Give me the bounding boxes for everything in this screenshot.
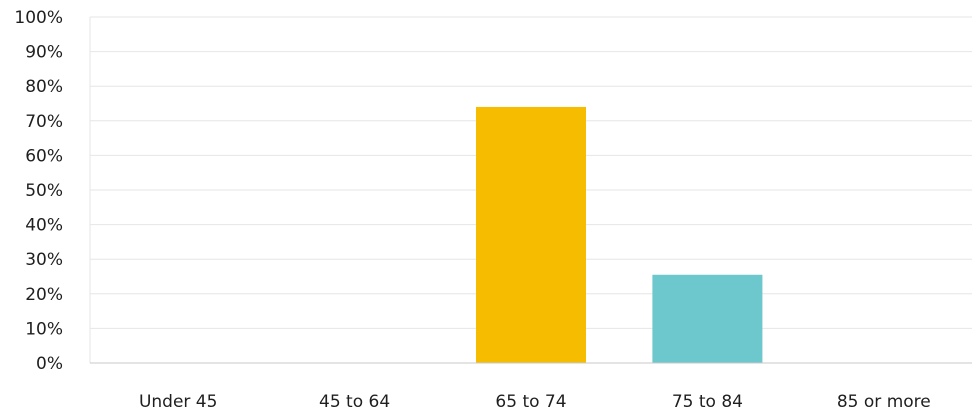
bar-65-to-74 [476,106,586,364]
y-tick-label: 70% [25,112,63,132]
bar-75-to-84 [652,274,763,363]
x-tick-label: 75 to 84 [672,392,743,412]
y-tick-label: 30% [25,250,63,270]
x-axis: Under 45 45 to 64 65 to 74 75 to 84 85 or mo… [139,392,931,412]
x-tick-label: 45 to 64 [319,392,390,412]
y-tick-label: 0% [36,354,63,374]
x-tick-label: 85 or more [837,392,931,412]
x-tick-label: 65 to 74 [495,392,566,412]
y-tick-label: 50% [25,181,63,201]
bars [476,106,763,364]
y-tick-label: 80% [25,77,63,97]
y-tick-label: 10% [25,319,63,339]
y-tick-label: 20% [25,285,63,305]
y-tick-label: 40% [25,216,63,236]
y-tick-label: 60% [25,146,63,166]
y-tick-label: 90% [25,43,63,63]
x-tick-label: Under 45 [139,392,218,412]
y-tick-label: 100% [14,8,63,28]
y-axis: 0% 10% 20% 30% 40% 50% 60% 70% 80% 90% 100% [14,8,63,374]
